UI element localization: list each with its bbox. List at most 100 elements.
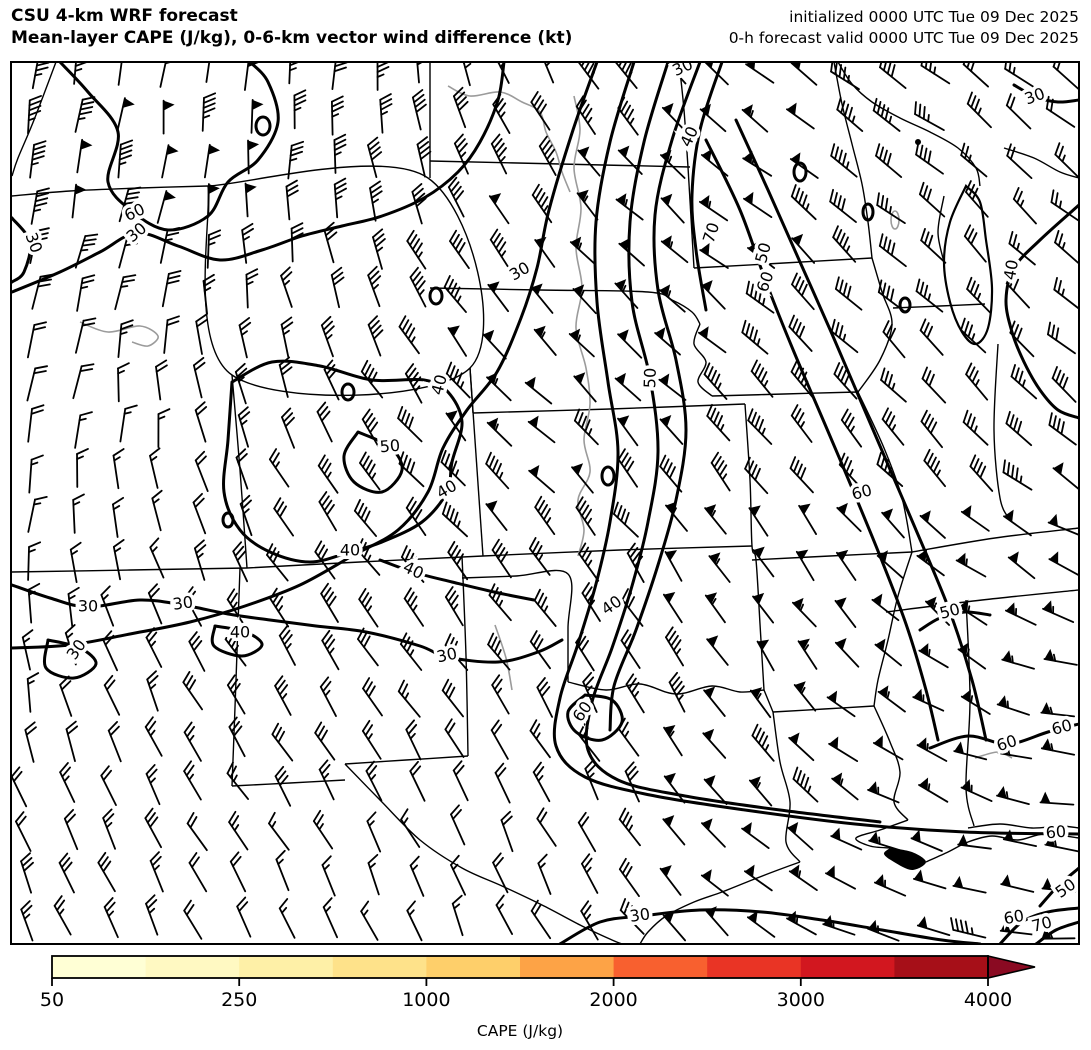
wind-barb [449,229,470,270]
wind-barb [117,63,124,86]
wind-barb [871,593,900,622]
wind-barb [617,96,639,136]
wind-barb [149,447,161,489]
wind-barb [654,327,681,356]
title-line-1: CSU 4-km WRF forecast [11,6,238,26]
wind-barb [194,401,208,443]
wind-barb [1003,509,1032,537]
wind-barb [445,361,471,399]
wind-barb [1044,834,1078,853]
wind-barb [882,320,906,359]
wind-barb [118,232,141,269]
wind-barb [619,898,645,935]
wind-barb [72,493,85,534]
wind-barb [699,242,729,269]
wind-barb [741,104,769,133]
wind-barb [703,686,726,717]
wind-barb [102,808,116,850]
wind-barb [747,910,776,938]
wind-barb [184,586,203,627]
wind-barb [575,95,596,135]
wind-barb [404,363,423,404]
colorbar-segment [145,956,240,978]
wind-barb [250,99,264,134]
wind-barb [916,916,951,936]
wind-barb [663,725,683,757]
wind-barb [59,762,76,803]
contour-label: 40 [1000,258,1022,281]
wind-barb [834,597,857,628]
wind-barb [536,677,553,718]
wind-barb [379,93,393,134]
wind-barb [962,409,989,446]
wind-barb [323,359,340,401]
wind-barb [29,227,50,265]
wind-barb [921,366,947,404]
wind-barb [1010,364,1038,400]
wind-barb [491,674,510,715]
wind-barb [703,362,728,400]
wind-barb [192,492,207,535]
wind-barb [1005,602,1037,626]
wind-barb [581,853,599,894]
wind-barb [876,550,904,579]
wind-barb [145,764,161,806]
contour-label: 40 [433,476,460,503]
wind-barb [405,496,427,536]
wind-barb [63,808,79,851]
wind-barb [488,583,512,622]
wind-barb [701,818,726,848]
wind-barb [26,321,47,359]
wind-barb [832,225,857,263]
wind-barb [1045,95,1076,128]
wind-barb [791,272,815,311]
wind-barb [201,92,217,132]
wind-barb [1008,230,1036,266]
wind-barb [830,143,858,178]
wind-barb [615,63,638,89]
wind-barb [1004,63,1034,88]
wind-barb [451,894,464,937]
wind-barb [58,852,75,894]
wind-barb [103,897,119,939]
wind-barb [27,95,42,135]
colorbar-segment [894,956,989,978]
wind-barb [353,499,378,537]
wind-barb [710,451,731,492]
wind-barb [67,586,80,628]
contour-label: 60 [994,731,1019,755]
wind-barb [75,317,97,354]
wind-barb [183,721,202,762]
wind-barb [358,588,379,628]
wind-barb [182,670,204,711]
wind-barb [31,273,54,310]
wind-barb [331,63,348,90]
contour-label: 30 [669,54,695,80]
wind-barb [400,808,421,848]
contour-label: 50 [640,367,660,388]
wind-barb [441,678,465,718]
wind-barb [487,281,510,313]
wind-barb [411,183,427,225]
wind-barb [614,279,639,309]
wind-barb [925,596,950,626]
wind-barb [361,719,382,760]
wind-barb [482,329,507,360]
colorbar-segment [52,956,147,978]
wind-barb [958,599,988,626]
wind-barb [568,328,595,358]
wind-barb [573,408,599,446]
wind-barb [239,494,253,537]
wind-barb [241,222,254,264]
wind-barb [577,811,597,853]
wind-barb [752,546,775,578]
wind-barb [149,537,165,579]
wind-barb [156,190,176,224]
wind-barb [376,63,390,91]
wind-barb [793,681,817,712]
wind-barb [792,766,819,803]
wind-barb [114,274,137,311]
wind-barb [748,776,773,807]
wind-barb [490,719,509,760]
